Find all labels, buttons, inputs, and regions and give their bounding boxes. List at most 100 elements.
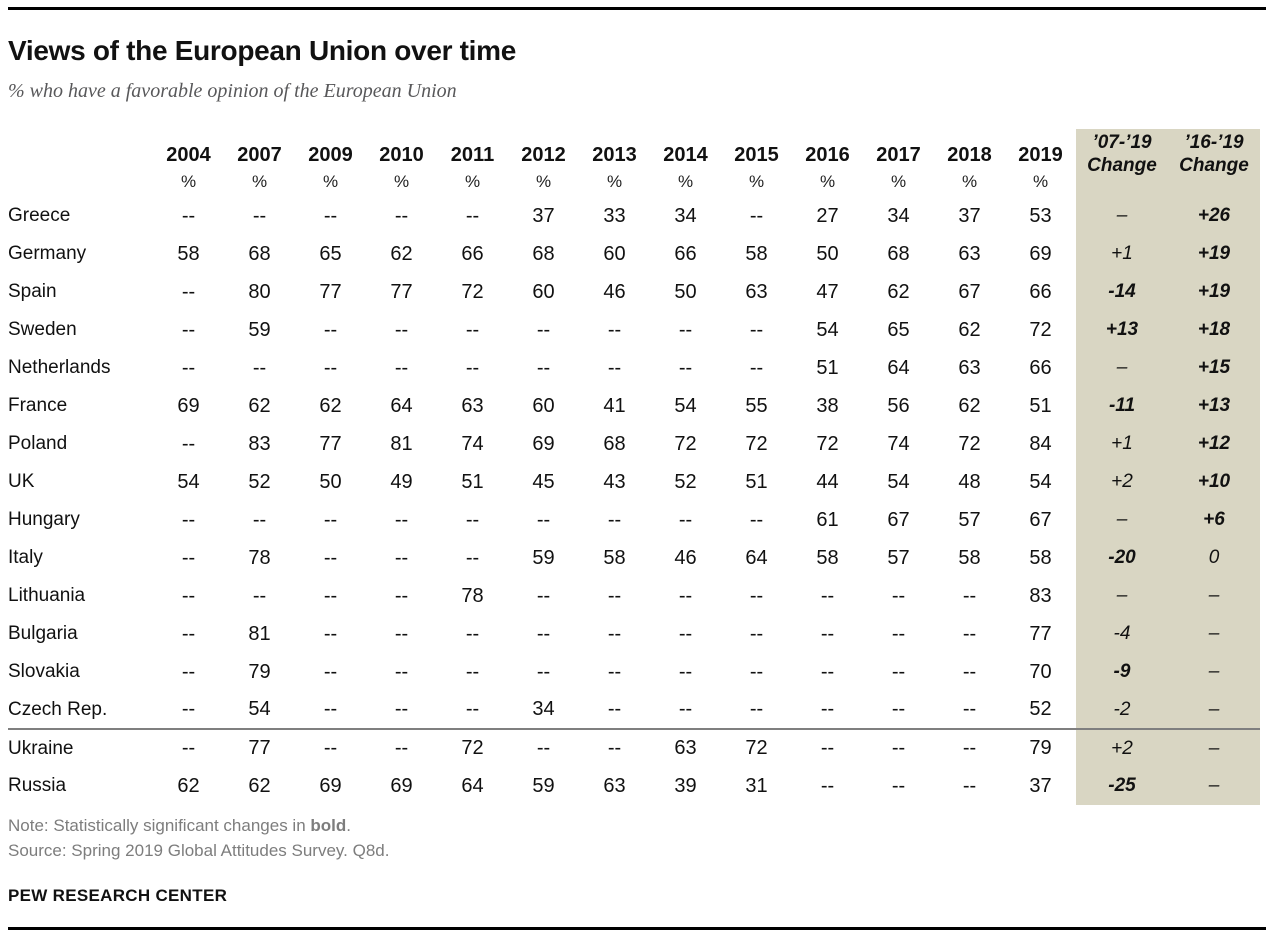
value-cell: -- xyxy=(607,584,622,607)
value-cell: 81 xyxy=(248,622,271,645)
country-label: Italy xyxy=(8,547,43,568)
change-cell: – xyxy=(1168,577,1260,615)
page-subtitle: % who have a favorable opinion of the Eu… xyxy=(8,80,457,102)
country-label: Greece xyxy=(8,205,71,226)
change-cell: -4 xyxy=(1076,615,1168,653)
value-cell: -- xyxy=(820,698,835,720)
table-row: Spain -- 80 77 77 72 60 46 50 63 47 62 67 66 -14 +19 xyxy=(8,273,1260,311)
change-cell: -14 xyxy=(1076,273,1168,311)
value-cell: -- xyxy=(820,774,835,797)
value-cell: -- xyxy=(607,508,622,531)
value-cell: -- xyxy=(934,728,1005,767)
value-cell: -- xyxy=(820,584,835,607)
value-cell: 62 xyxy=(958,394,981,417)
percent-symbol: % xyxy=(393,172,410,191)
percent-symbol: % xyxy=(464,172,481,191)
value-cell: 69 xyxy=(177,394,200,417)
value-cell: -- xyxy=(323,356,338,379)
value-cell: -- xyxy=(181,622,196,645)
value-cell: -- xyxy=(749,622,764,645)
value-cell: -- xyxy=(465,546,480,569)
value-cell: -- xyxy=(394,622,409,645)
value-cell: -- xyxy=(678,318,693,341)
value-cell: 60 xyxy=(603,242,626,265)
value-cell: -- xyxy=(749,318,764,341)
value-cell: 51 xyxy=(816,356,839,379)
value-cell: 72 xyxy=(437,728,508,767)
year-column-header: 2004 xyxy=(166,144,211,166)
value-cell: 62 xyxy=(887,280,910,303)
bottom-rule xyxy=(8,927,1266,930)
change-cell: +26 xyxy=(1168,197,1260,235)
value-cell: 51 xyxy=(461,470,484,493)
change-cell: – xyxy=(1076,577,1168,615)
value-cell: -- xyxy=(678,356,693,379)
value-cell: -- xyxy=(323,508,338,531)
value-cell: -- xyxy=(678,584,693,607)
value-cell: 64 xyxy=(461,774,484,797)
value-cell: 54 xyxy=(887,470,910,493)
blank-cell xyxy=(8,167,153,197)
value-cell: 57 xyxy=(958,508,981,531)
value-cell: 46 xyxy=(674,546,697,569)
value-cell: -- xyxy=(181,584,196,607)
year-column-header: 2016 xyxy=(805,144,850,166)
year-column-header: 2014 xyxy=(663,144,708,166)
country-label: Netherlands xyxy=(8,357,111,378)
value-cell: -- xyxy=(366,728,437,767)
value-cell: 66 xyxy=(1029,356,1052,379)
value-cell: 72 xyxy=(461,280,484,303)
value-cell: 54 xyxy=(248,698,271,720)
value-cell: -- xyxy=(394,546,409,569)
source-text: Source: Spring 2019 Global Attitudes Sur… xyxy=(8,841,390,860)
corner-cell xyxy=(8,129,153,167)
value-cell: -- xyxy=(962,660,977,683)
value-cell: 77 xyxy=(319,432,342,455)
change-cell: +12 xyxy=(1168,425,1260,463)
value-cell: 63 xyxy=(461,394,484,417)
year-column-header: 2017 xyxy=(876,144,921,166)
percent-symbol: % xyxy=(322,172,339,191)
header-row-percent: %%%%%%%%%%%%% xyxy=(8,167,1260,197)
value-cell: 53 xyxy=(1029,204,1052,227)
value-cell: 57 xyxy=(887,546,910,569)
value-cell: 50 xyxy=(319,470,342,493)
value-cell: 47 xyxy=(816,280,839,303)
value-cell: -- xyxy=(252,356,267,379)
country-label: Russia xyxy=(8,775,67,796)
value-cell: 69 xyxy=(390,774,413,797)
value-cell: 72 xyxy=(958,432,981,455)
value-cell: 63 xyxy=(958,356,981,379)
percent-symbol: % xyxy=(961,172,978,191)
value-cell: 72 xyxy=(674,432,697,455)
country-label: Spain xyxy=(8,281,57,302)
value-cell: -- xyxy=(820,622,835,645)
value-cell: -- xyxy=(323,204,338,227)
value-cell: 79 xyxy=(248,660,271,683)
value-cell: -- xyxy=(749,204,764,227)
table-row: Slovakia -- 79 -- -- -- -- -- -- -- -- -- -- 70 -9– xyxy=(8,653,1260,691)
value-cell: -- xyxy=(181,204,196,227)
value-cell: 66 xyxy=(1029,280,1052,303)
value-cell: -- xyxy=(536,660,551,683)
value-cell: 43 xyxy=(603,470,626,493)
top-rule xyxy=(8,7,1266,10)
value-cell: -- xyxy=(394,508,409,531)
value-cell: 61 xyxy=(816,508,839,531)
value-cell: -- xyxy=(465,698,480,720)
value-cell: -- xyxy=(323,318,338,341)
value-cell: 83 xyxy=(248,432,271,455)
value-cell: -- xyxy=(465,660,480,683)
change-cell: – xyxy=(1168,615,1260,653)
value-cell: 66 xyxy=(674,242,697,265)
change-cell: +10 xyxy=(1168,463,1260,501)
country-label: Hungary xyxy=(8,509,80,530)
change-cell: +6 xyxy=(1168,501,1260,539)
value-cell: 77 xyxy=(1029,622,1052,645)
value-cell: -- xyxy=(181,546,196,569)
value-cell: 68 xyxy=(248,242,271,265)
country-label: Sweden xyxy=(8,319,77,340)
country-label: UK xyxy=(8,471,35,492)
value-cell: -- xyxy=(394,318,409,341)
change-cell: – xyxy=(1168,728,1260,767)
